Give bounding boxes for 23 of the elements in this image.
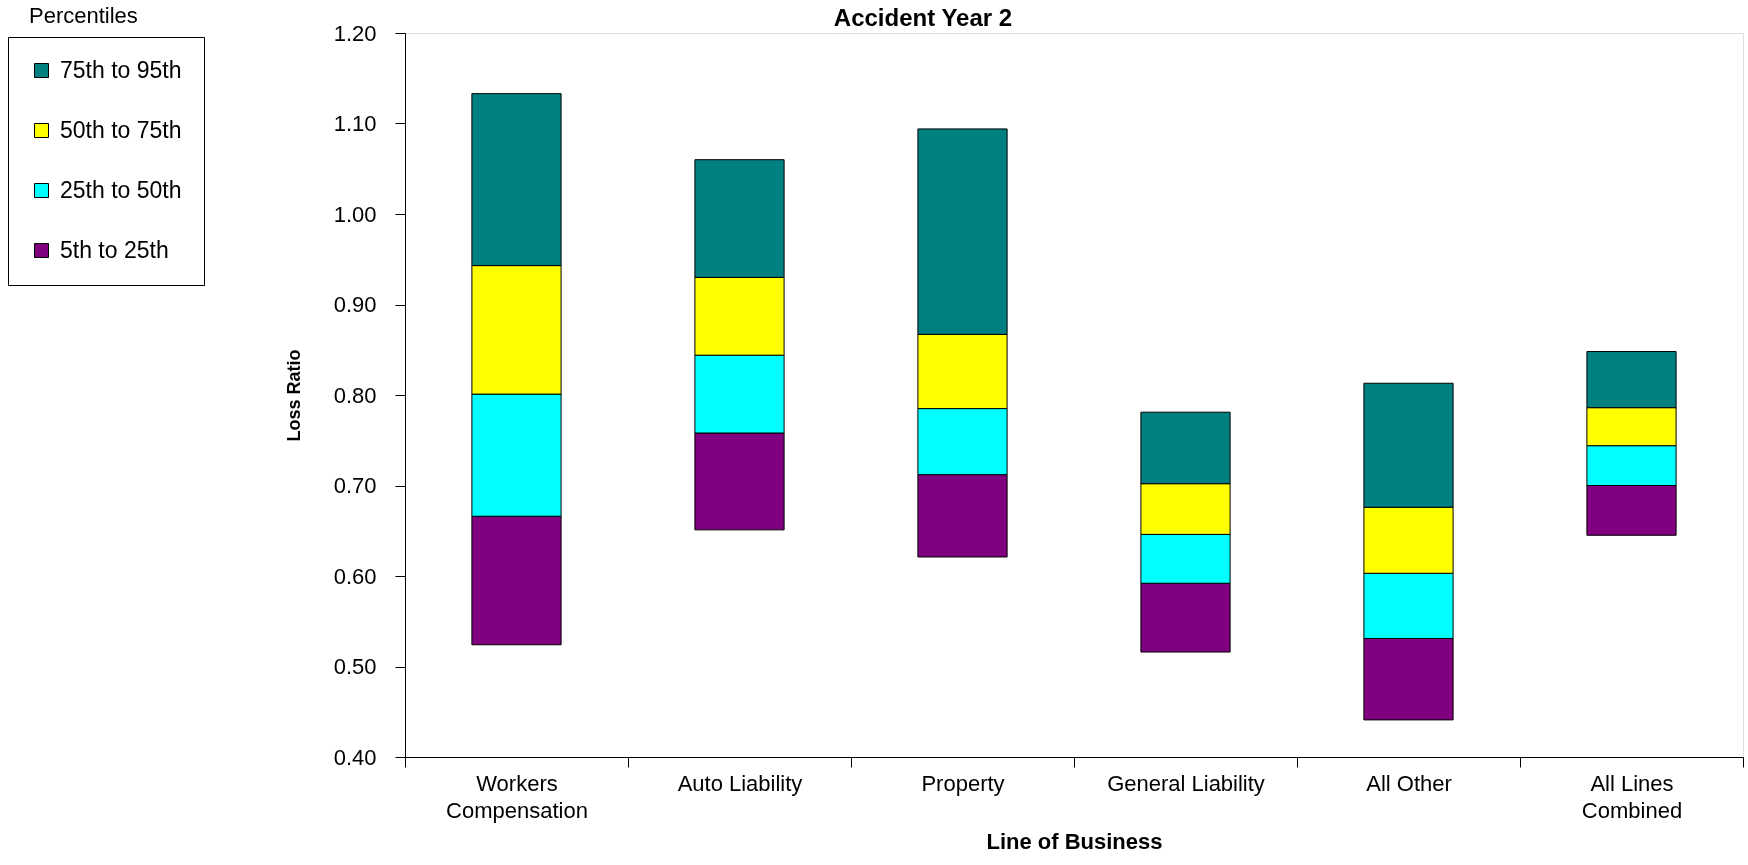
x-tick-label: All Lines Combined	[1581, 770, 1683, 823]
x-tick-label: Workers Compensation	[446, 770, 588, 823]
y-tick-label: 0.80	[333, 382, 377, 408]
y-tick-label: 0.50	[333, 654, 377, 679]
y-tick-label: 0.60	[333, 563, 377, 589]
y-axis-title: Loss Ratio	[283, 349, 304, 442]
x-tick-label: Property	[921, 770, 1005, 796]
chart-title: Accident Year 2	[833, 4, 1013, 31]
legend-label: 50th to 75th	[60, 116, 182, 143]
y-tick-label: 1.10	[333, 111, 377, 136]
legend-label: 25th to 50th	[60, 176, 182, 203]
legend-title: Percentiles	[29, 3, 138, 28]
x-tick-label: Auto Liability	[677, 770, 803, 796]
legend-label: 5th to 25th	[60, 236, 169, 263]
y-tick-label: 1.00	[333, 201, 377, 227]
y-tick-label: 1.20	[333, 20, 377, 46]
x-tick-label: General Liability	[1107, 770, 1265, 796]
legend-label: 75th to 95th	[60, 56, 182, 83]
x-tick-label: All Other	[1366, 770, 1452, 796]
x-axis-title: Line of Business	[986, 828, 1163, 854]
y-tick-label: 0.70	[333, 473, 377, 498]
y-tick-label: 0.90	[333, 292, 377, 317]
y-tick-label: 0.40	[333, 744, 377, 770]
